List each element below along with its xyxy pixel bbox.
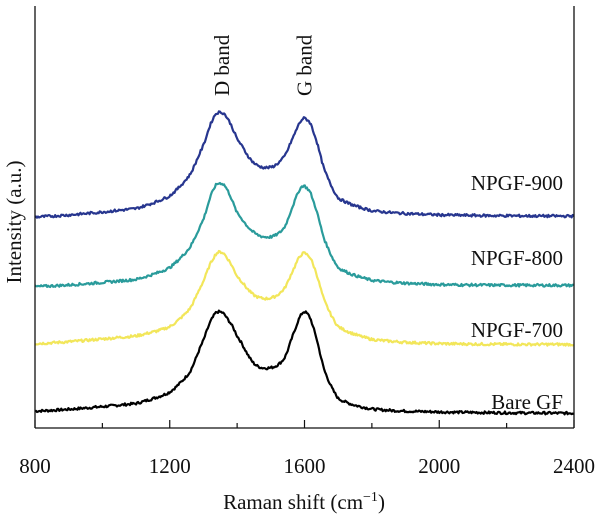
d-band-label: D band	[210, 34, 234, 96]
x-tick-label: 2000	[418, 454, 460, 478]
series-label-3: NPGF-900	[471, 171, 563, 195]
chart-labels: 800 1200 1600 2000 2400 Raman shift (cm−1) Int…	[2, 34, 595, 514]
series-label-0: Bare GF	[491, 390, 563, 414]
spectrum-traces	[34, 110, 575, 416]
series-line-1	[34, 249, 575, 347]
x-tick-label: 800	[19, 454, 51, 478]
series-label-2: NPGF-800	[471, 246, 563, 270]
x-tick-label: 2400	[553, 454, 595, 478]
y-axis-title: Intensity (a.u.)	[2, 160, 26, 283]
x-tick-label: 1200	[149, 454, 191, 478]
series-line-2	[34, 181, 574, 289]
series-line-0	[34, 309, 575, 416]
series-label-1: NPGF-700	[471, 318, 563, 342]
axes	[34, 6, 575, 429]
x-tick-label: 1600	[284, 454, 326, 478]
series-line-3	[34, 110, 575, 219]
g-band-label: G band	[293, 34, 317, 96]
x-axis-title: Raman shift (cm−1)	[223, 490, 385, 514]
